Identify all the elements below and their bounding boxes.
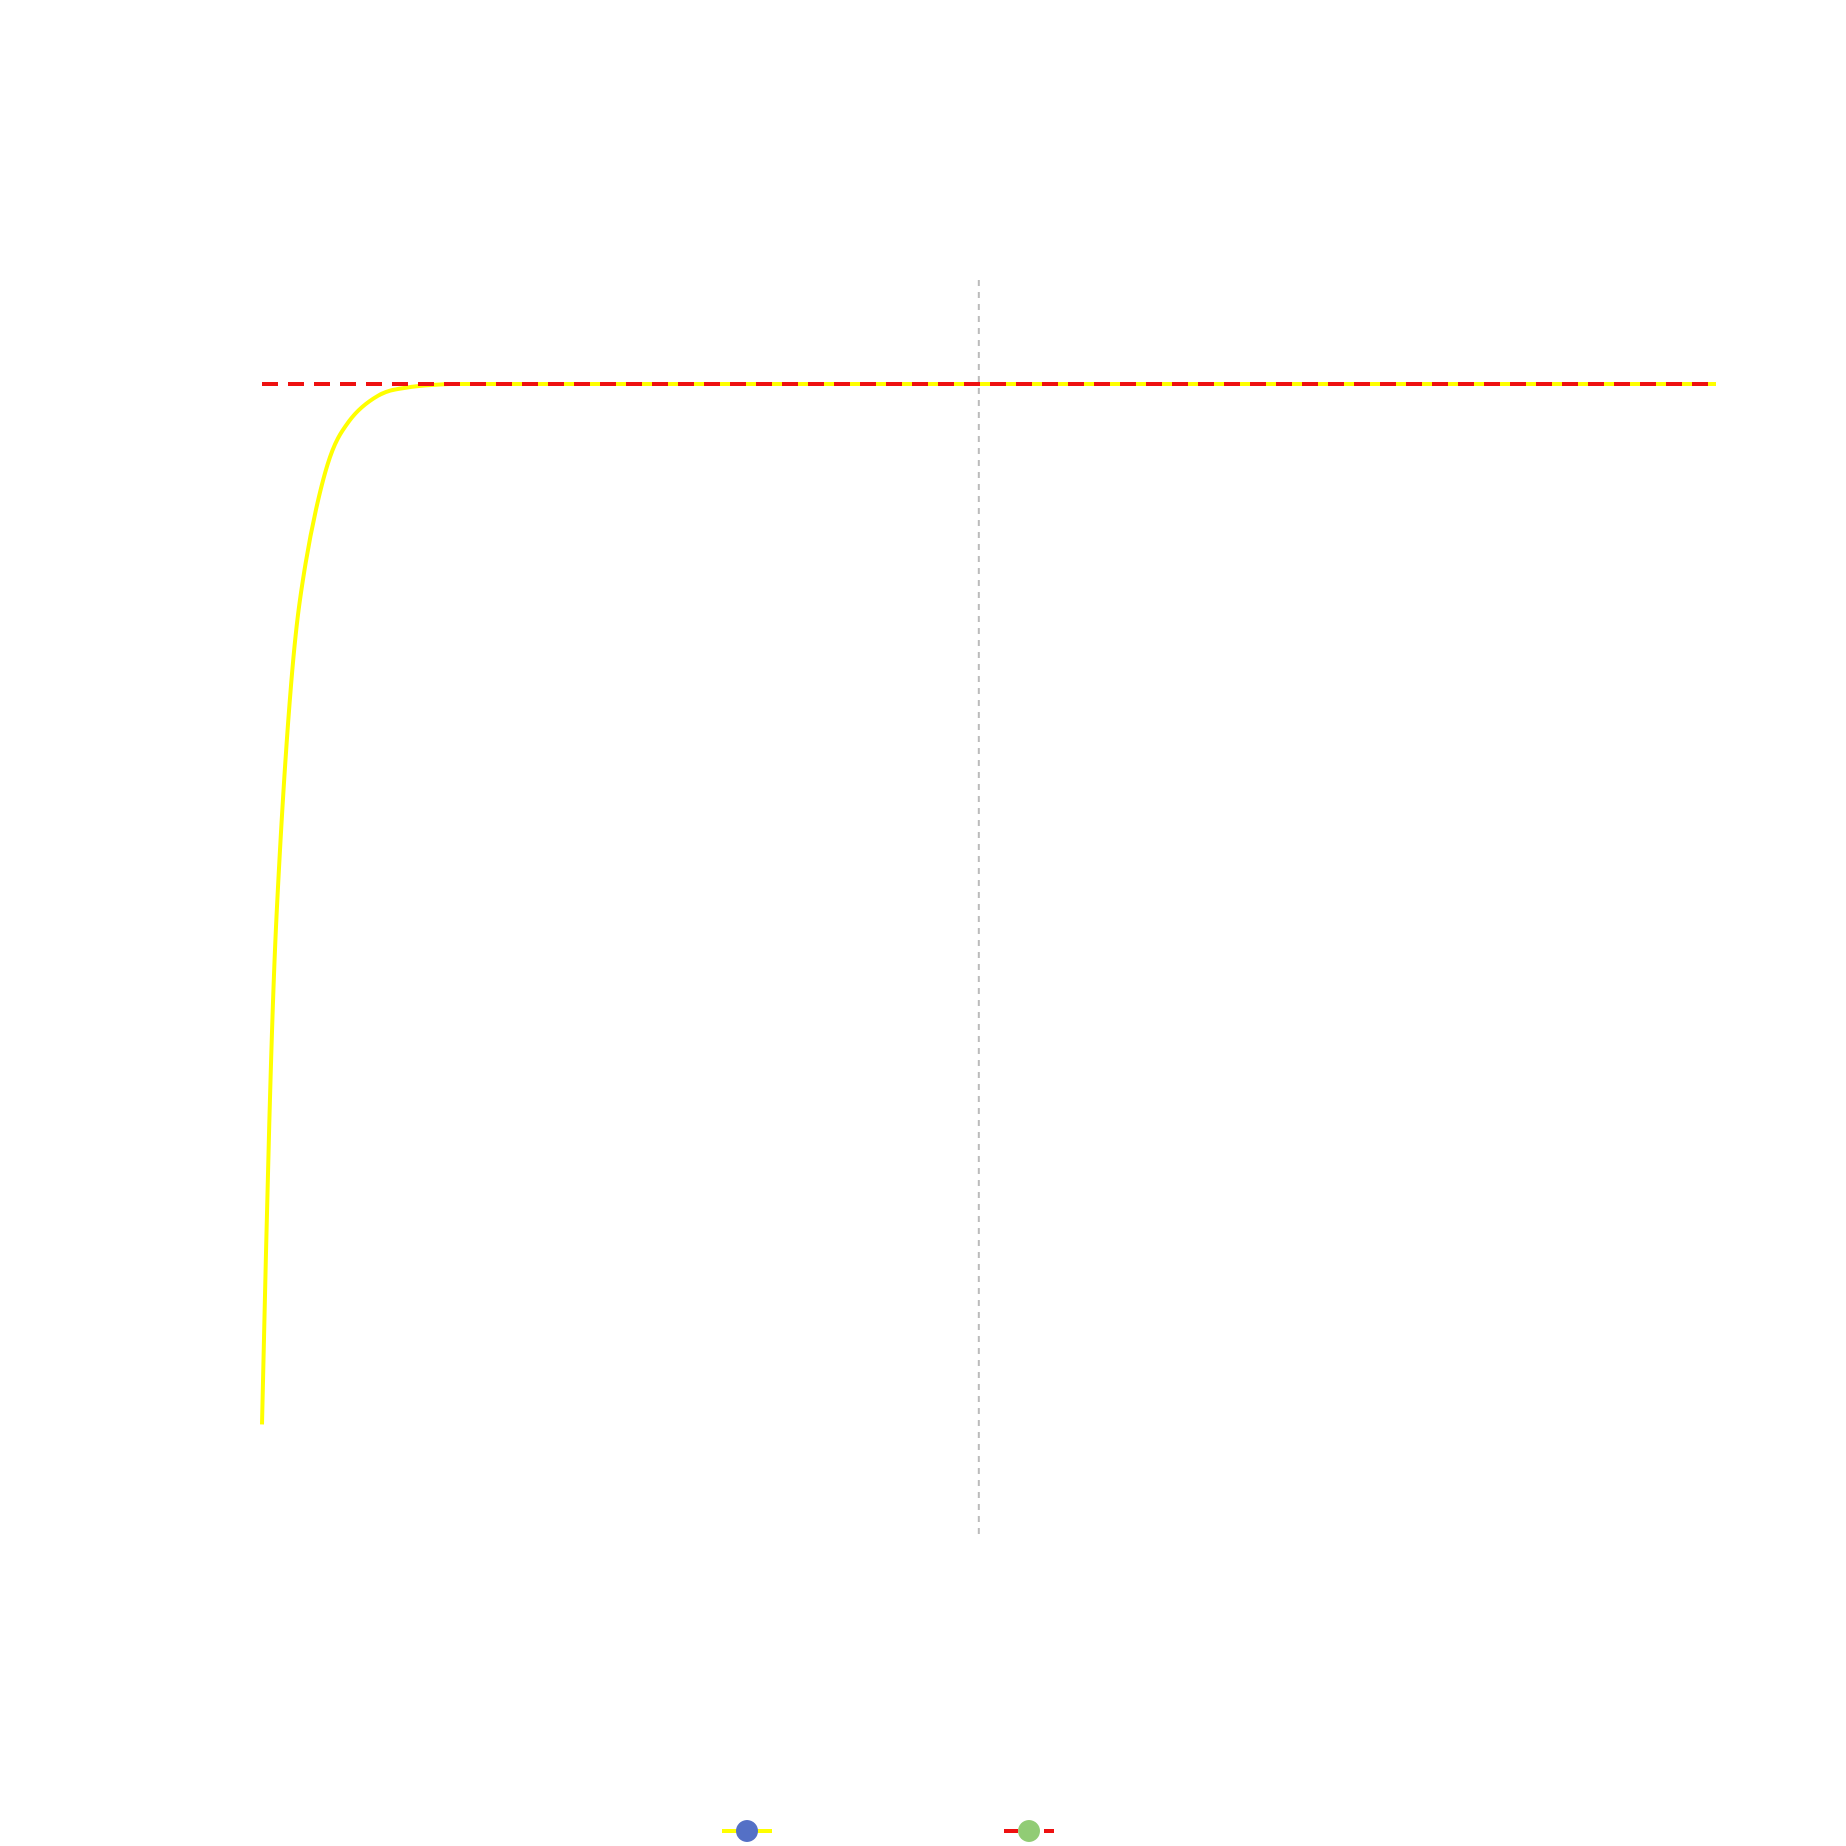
legend: [722, 1820, 1054, 1842]
legend-marker-1: [736, 1820, 758, 1842]
legend-marker-2: [1018, 1820, 1040, 1842]
series-line-1: [260, 381, 1716, 1425]
plot-area: [260, 280, 1716, 1540]
